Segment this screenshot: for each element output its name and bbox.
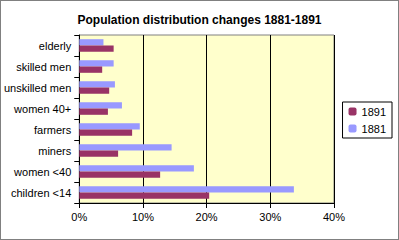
svg-text:farmers: farmers	[34, 124, 72, 136]
svg-text:miners: miners	[38, 145, 72, 157]
svg-text:women 40+: women 40+	[13, 103, 71, 115]
svg-text:0%: 0%	[71, 211, 87, 223]
svg-text:skilled men: skilled men	[16, 61, 71, 73]
svg-text:women <40: women <40	[13, 166, 71, 178]
svg-text:children <14: children <14	[11, 187, 71, 199]
svg-text:40%: 40%	[323, 211, 345, 223]
svg-text:20%: 20%	[196, 211, 218, 223]
svg-text:30%: 30%	[259, 211, 281, 223]
svg-text:Population distribution change: Population distribution changes 1881-189…	[77, 13, 321, 27]
svg-text:1891: 1891	[362, 106, 386, 118]
svg-text:elderly: elderly	[39, 40, 72, 52]
svg-text:1881: 1881	[362, 123, 386, 135]
svg-text:10%: 10%	[132, 211, 154, 223]
svg-text:unskilled men: unskilled men	[4, 82, 71, 94]
